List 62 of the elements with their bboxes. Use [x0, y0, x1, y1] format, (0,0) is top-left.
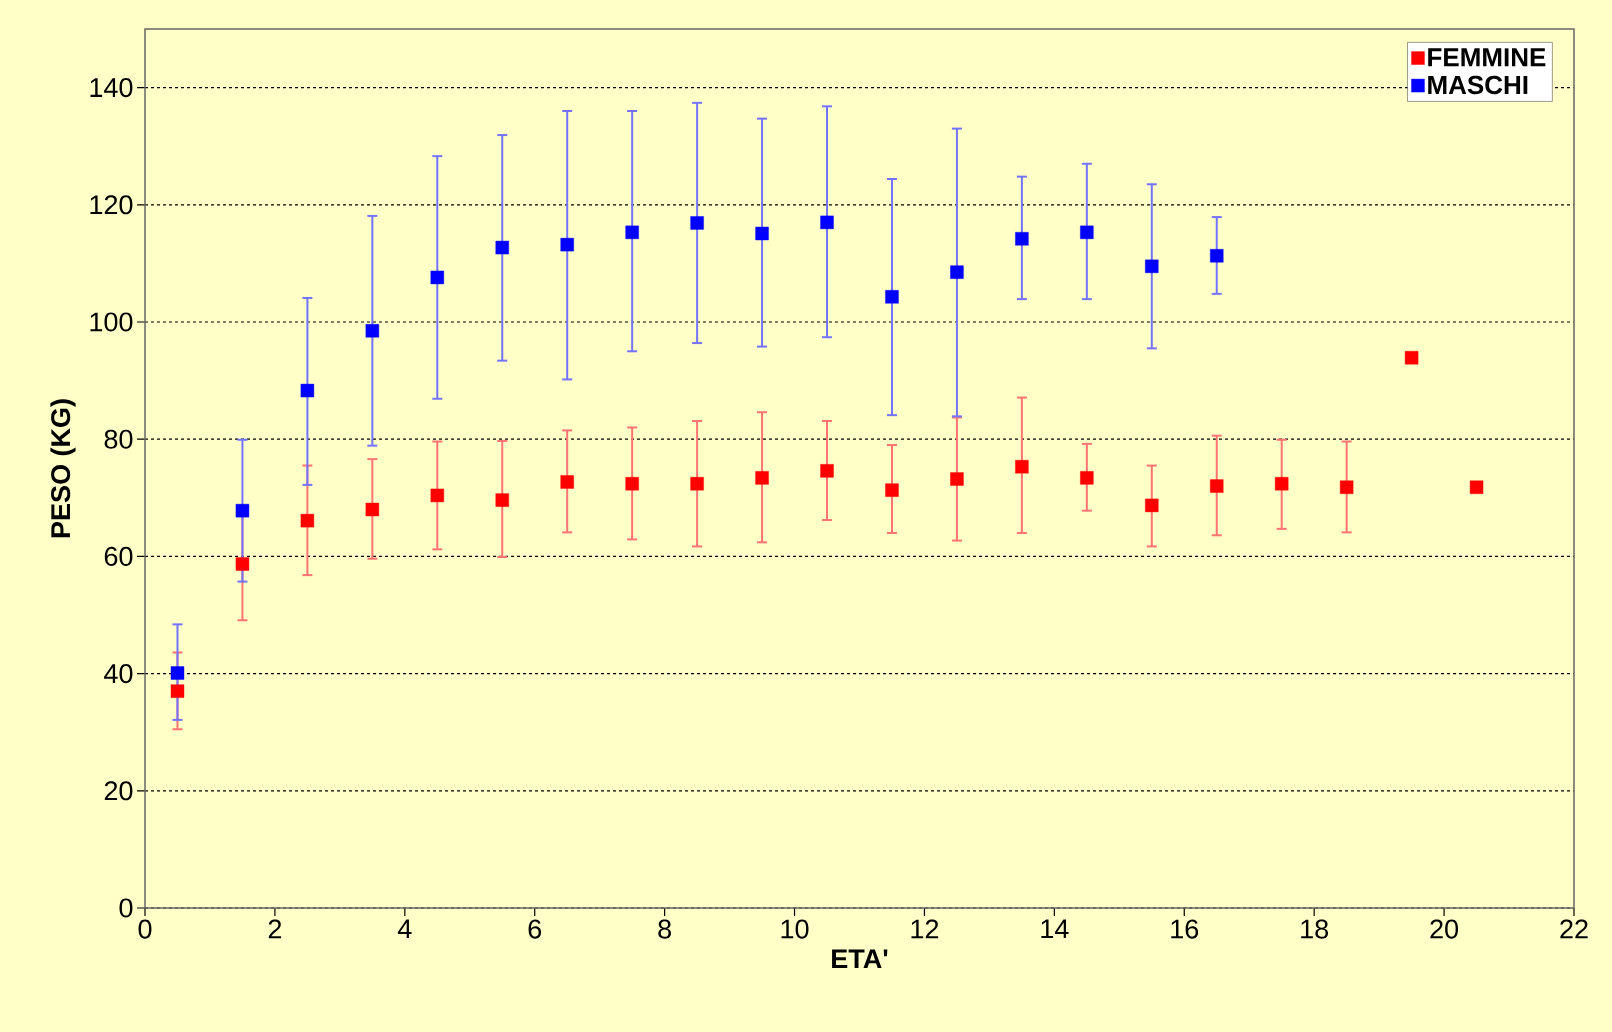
- point: [1015, 460, 1029, 474]
- y-tick-label: 100: [90, 312, 133, 332]
- x-tick-label: 0: [138, 919, 152, 939]
- legend-label: MASCHI: [1428, 75, 1528, 95]
- point: [300, 513, 315, 528]
- y-tick-label: 40: [104, 664, 133, 684]
- point: [1080, 471, 1094, 485]
- point: [690, 216, 704, 230]
- point: [1210, 249, 1224, 263]
- point: [1080, 225, 1094, 240]
- x-tick-label: 16: [1171, 919, 1199, 939]
- point: [1210, 479, 1224, 493]
- x-tick-label: 8: [658, 919, 671, 939]
- y-tick-label: 120: [90, 195, 133, 215]
- point: [625, 225, 639, 240]
- y-tick-label: 140: [90, 78, 133, 98]
- point: [235, 557, 250, 571]
- point: [820, 215, 834, 230]
- x-tick-label: 4: [397, 919, 412, 939]
- point: [690, 477, 704, 491]
- point: [885, 290, 899, 304]
- point: [1145, 498, 1159, 513]
- point: [495, 240, 509, 255]
- point: [755, 471, 769, 485]
- y-tick-label: 60: [104, 546, 133, 566]
- x-axis-title: ETA': [832, 949, 888, 969]
- point: [1015, 232, 1029, 246]
- y-tick-label: 80: [104, 429, 133, 449]
- point: [560, 237, 574, 252]
- point: [430, 488, 444, 503]
- point: [365, 502, 380, 517]
- point: [1339, 480, 1354, 494]
- x-tick-label: 22: [1560, 919, 1588, 939]
- point: [365, 324, 380, 338]
- x-tick-label: 18: [1301, 919, 1329, 939]
- point: [820, 464, 834, 478]
- x-tick-label: 10: [781, 919, 809, 939]
- x-tick-label: 20: [1430, 919, 1459, 939]
- point: [300, 383, 315, 398]
- x-tick-label: 14: [1041, 919, 1069, 939]
- point: [170, 666, 185, 680]
- point: [1404, 351, 1419, 365]
- x-tick-label: 6: [528, 919, 542, 939]
- point: [755, 226, 769, 241]
- point: [950, 265, 964, 279]
- y-tick-label: 0: [119, 898, 133, 918]
- y-axis-title: PESO (KG): [50, 399, 76, 538]
- point: [1469, 480, 1484, 494]
- point: [625, 477, 639, 491]
- point: [950, 472, 964, 486]
- point: [1145, 259, 1159, 274]
- x-tick-label: 12: [911, 919, 939, 939]
- point: [430, 270, 444, 285]
- x-tick-label: 2: [268, 919, 282, 939]
- point: [560, 475, 574, 489]
- point: [885, 483, 899, 497]
- point: [235, 503, 250, 518]
- legend-label: FEMMINE: [1428, 48, 1546, 67]
- point: [170, 684, 185, 698]
- point: [1275, 477, 1289, 491]
- y-tick-label: 20: [104, 781, 133, 801]
- point: [495, 493, 509, 507]
